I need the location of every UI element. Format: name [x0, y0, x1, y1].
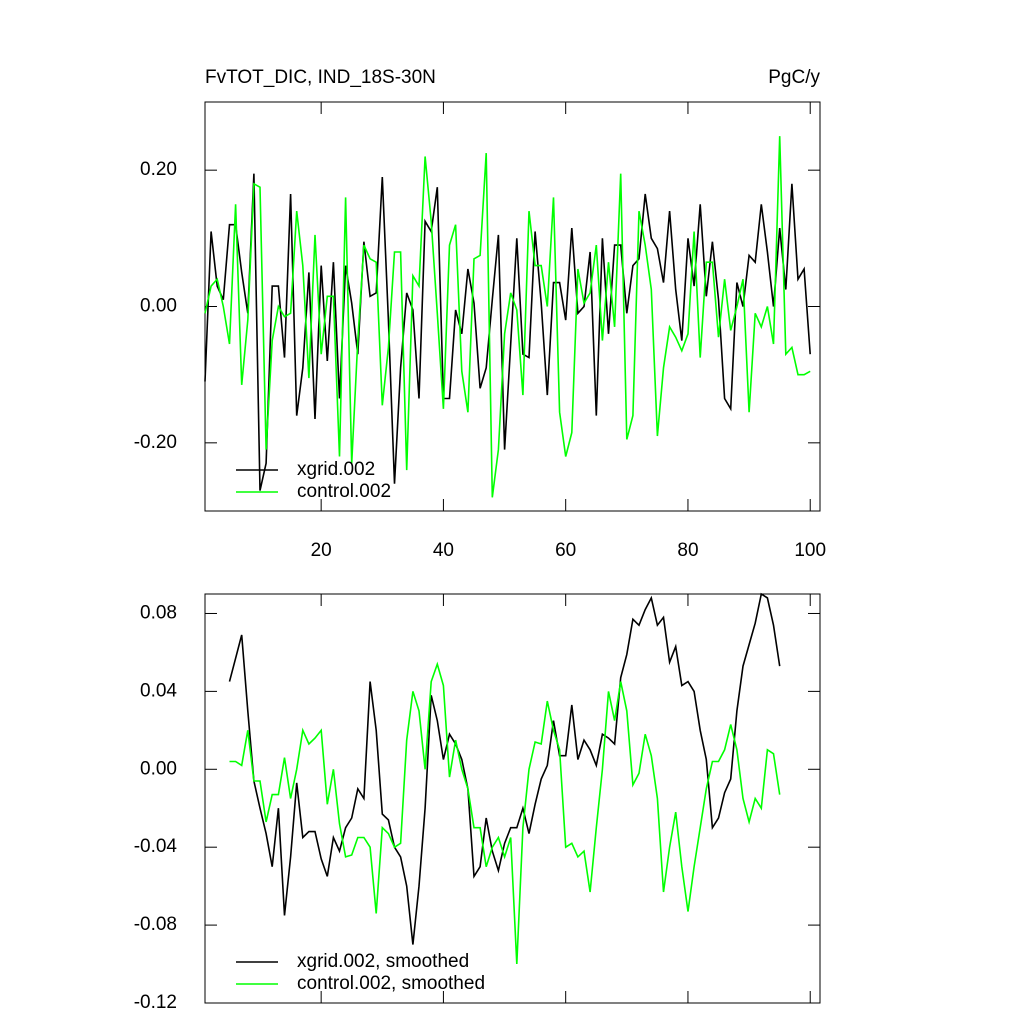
legend-label: xgrid.002, smoothed [297, 951, 469, 972]
y-tick-label: 0.00 [140, 758, 177, 779]
y-tick-label: 0.20 [140, 159, 177, 180]
plot-frame [204, 593, 821, 1004]
x-tick-label: 100 [794, 540, 826, 561]
series-line [229, 661, 781, 965]
y-tick-label: 0.00 [140, 296, 177, 317]
legend-label: control.002, smoothed [297, 973, 485, 994]
series-line [204, 136, 811, 498]
y-tick-label: -0.12 [134, 992, 177, 1013]
x-tick-label: 60 [555, 540, 576, 561]
series-line [228, 592, 781, 945]
x-tick-label: 20 [311, 540, 332, 561]
x-tick-label: 80 [677, 540, 698, 561]
y-tick-label: 0.04 [140, 680, 177, 701]
x-tick-label: 40 [433, 540, 454, 561]
y-tick-label: -0.08 [134, 914, 177, 935]
y-tick-label: -0.04 [134, 836, 178, 857]
legend-label: xgrid.002 [297, 459, 375, 480]
legend-label: control.002 [297, 481, 391, 502]
y-tick-label: -0.20 [134, 432, 177, 453]
chart-title: FvTOT_DIC, IND_18S-30N [205, 67, 436, 88]
units-label: PgC/y [768, 67, 820, 88]
y-tick-label: 0.08 [140, 602, 177, 623]
